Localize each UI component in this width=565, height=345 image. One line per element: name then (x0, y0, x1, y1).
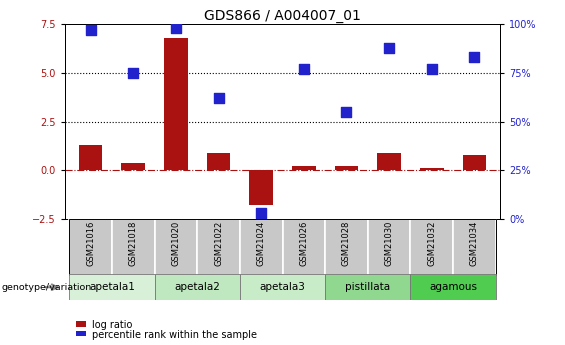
Bar (240, 219, 282, 276)
Bar (121, 162, 145, 170)
Bar (334, 166, 358, 170)
Bar (420, 168, 444, 170)
Bar (155, 219, 197, 276)
Bar (410, 219, 453, 276)
Text: GSM21016: GSM21016 (86, 221, 95, 266)
Point (299, 66, 308, 72)
Bar (112, 219, 155, 276)
Bar (463, 155, 486, 170)
Text: apetala1: apetala1 (89, 282, 135, 292)
Text: genotype/variation: genotype/variation (1, 283, 92, 292)
Point (86, 27, 95, 33)
Bar (410, 274, 496, 300)
Text: GSM21030: GSM21030 (385, 221, 394, 266)
Text: apetala2: apetala2 (174, 282, 220, 292)
Point (470, 55, 479, 60)
Bar (368, 219, 410, 276)
Text: GSM21018: GSM21018 (129, 221, 138, 266)
Point (342, 109, 351, 115)
Point (171, 25, 180, 31)
Bar (453, 219, 496, 276)
Bar (164, 38, 188, 170)
Bar (69, 219, 112, 276)
Text: log ratio: log ratio (92, 321, 132, 330)
Bar (249, 170, 273, 205)
Text: GSM21020: GSM21020 (171, 221, 180, 266)
Point (257, 210, 266, 216)
Bar (207, 153, 231, 170)
Text: agamous: agamous (429, 282, 477, 292)
Text: GSM21022: GSM21022 (214, 221, 223, 266)
Bar (79, 145, 102, 170)
Text: pistillata: pistillata (345, 282, 390, 292)
Bar (197, 219, 240, 276)
Bar (325, 274, 410, 300)
Bar (282, 219, 325, 276)
Point (214, 96, 223, 101)
Text: GSM21026: GSM21026 (299, 221, 308, 266)
Point (385, 45, 394, 50)
Bar (292, 166, 316, 170)
Text: GSM21028: GSM21028 (342, 221, 351, 266)
Bar (240, 274, 325, 300)
Text: GSM21024: GSM21024 (257, 221, 266, 266)
Text: GSM21032: GSM21032 (427, 221, 436, 266)
Point (129, 70, 138, 76)
Point (427, 66, 436, 72)
Text: GSM21034: GSM21034 (470, 221, 479, 266)
Bar (377, 153, 401, 170)
Bar (325, 219, 368, 276)
Text: percentile rank within the sample: percentile rank within the sample (92, 330, 257, 339)
Text: apetala3: apetala3 (259, 282, 306, 292)
Title: GDS866 / A004007_01: GDS866 / A004007_01 (204, 9, 361, 23)
Bar (69, 274, 155, 300)
Bar (155, 274, 240, 300)
